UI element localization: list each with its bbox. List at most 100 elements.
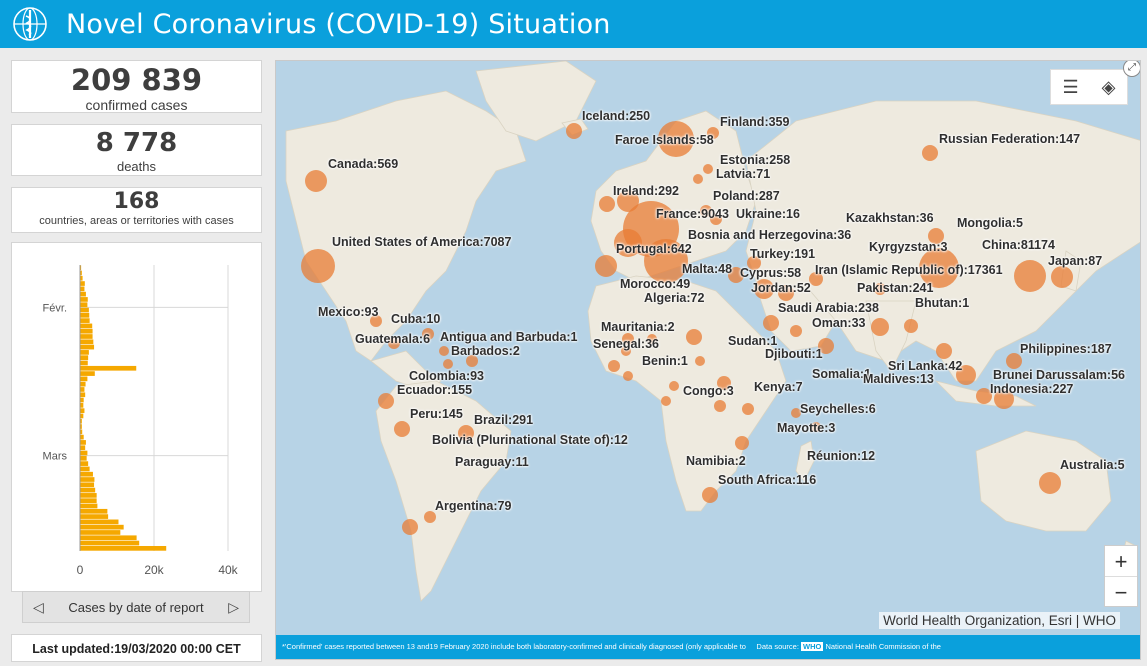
- chart-bar[interactable]: [80, 429, 83, 435]
- chart-bar[interactable]: [80, 344, 95, 350]
- chart-bar[interactable]: [80, 498, 97, 504]
- case-bubble[interactable]: [818, 338, 834, 354]
- case-bubble[interactable]: [1039, 472, 1061, 494]
- chart-bar[interactable]: [80, 350, 89, 355]
- case-bubble[interactable]: [693, 174, 703, 184]
- case-bubble[interactable]: [305, 170, 327, 192]
- zoom-in-button[interactable]: +: [1105, 546, 1137, 577]
- chart-bar[interactable]: [80, 265, 82, 270]
- chart-bar[interactable]: [80, 297, 88, 302]
- case-bubble[interactable]: [661, 396, 671, 406]
- case-bubble[interactable]: [623, 371, 633, 381]
- chart-bar[interactable]: [80, 535, 137, 541]
- chart-bar[interactable]: [80, 408, 85, 413]
- chart-bar[interactable]: [80, 418, 82, 424]
- chart-bar[interactable]: [80, 339, 94, 345]
- chart-bar[interactable]: [80, 376, 88, 382]
- case-bubble[interactable]: [595, 255, 617, 277]
- chart-bar[interactable]: [80, 450, 88, 456]
- chart-bar[interactable]: [80, 546, 167, 551]
- case-bubble[interactable]: [936, 343, 952, 359]
- case-bubble[interactable]: [388, 337, 400, 349]
- case-bubble[interactable]: [644, 239, 688, 283]
- chart-bar[interactable]: [80, 530, 121, 535]
- chart-bar[interactable]: [80, 519, 119, 525]
- case-bubble[interactable]: [599, 196, 615, 212]
- case-bubble[interactable]: [791, 408, 801, 418]
- chart-bar[interactable]: [80, 275, 83, 281]
- chart-bar[interactable]: [80, 445, 86, 451]
- case-bubble[interactable]: [439, 346, 449, 356]
- chart-bar[interactable]: [80, 334, 93, 339]
- chart-bar[interactable]: [80, 291, 86, 297]
- chart-bar[interactable]: [80, 471, 93, 477]
- case-bubble[interactable]: [976, 388, 992, 404]
- case-bubble[interactable]: [658, 121, 694, 157]
- chart-bar[interactable]: [80, 466, 90, 472]
- case-bubble[interactable]: [717, 376, 731, 390]
- chart-bar[interactable]: [80, 307, 89, 313]
- case-bubble[interactable]: [710, 213, 722, 225]
- chart-bar[interactable]: [80, 281, 85, 286]
- chart-bar[interactable]: [80, 461, 89, 466]
- case-bubble[interactable]: [790, 325, 802, 337]
- chart-bar[interactable]: [80, 397, 84, 403]
- case-bubble[interactable]: [669, 381, 679, 391]
- case-bubble[interactable]: [647, 334, 657, 344]
- chart-bar[interactable]: [80, 455, 87, 461]
- chart-bar[interactable]: [80, 381, 86, 387]
- chart-bar[interactable]: [80, 440, 86, 445]
- chart-bar[interactable]: [80, 508, 108, 514]
- chart-bar[interactable]: [80, 424, 82, 429]
- case-bubble[interactable]: [703, 164, 713, 174]
- case-bubble[interactable]: [424, 511, 436, 523]
- case-bubble[interactable]: [956, 365, 976, 385]
- case-bubble[interactable]: [301, 249, 335, 283]
- legend-list-icon[interactable]: ☰: [1062, 76, 1079, 97]
- chart-bar[interactable]: [80, 387, 85, 392]
- case-bubble[interactable]: [742, 403, 754, 415]
- case-bubble[interactable]: [735, 436, 749, 450]
- chart-bar[interactable]: [80, 355, 89, 361]
- case-bubble[interactable]: [778, 285, 794, 301]
- case-bubble[interactable]: [1051, 266, 1073, 288]
- chart-bar[interactable]: [80, 514, 109, 519]
- chart-bar[interactable]: [80, 270, 82, 276]
- case-bubble[interactable]: [695, 356, 705, 366]
- case-bubble[interactable]: [904, 319, 918, 333]
- case-bubble[interactable]: [394, 421, 410, 437]
- case-bubble[interactable]: [809, 272, 823, 286]
- case-bubble[interactable]: [922, 145, 938, 161]
- case-bubble[interactable]: [994, 389, 1014, 409]
- chart-bar[interactable]: [80, 392, 86, 398]
- case-bubble[interactable]: [702, 487, 718, 503]
- case-bubble[interactable]: [919, 248, 959, 288]
- chart-bar[interactable]: [80, 477, 95, 482]
- chart-bar[interactable]: [80, 482, 95, 488]
- case-bubble[interactable]: [614, 229, 642, 257]
- case-bubble[interactable]: [378, 393, 394, 409]
- chart-bar[interactable]: [80, 323, 93, 329]
- case-bubble[interactable]: [443, 359, 453, 369]
- chart-bar[interactable]: [80, 312, 90, 318]
- layers-icon[interactable]: ◈: [1101, 76, 1116, 97]
- chevron-left-icon[interactable]: ◁: [33, 598, 44, 615]
- chart-bar[interactable]: [80, 302, 88, 308]
- chart-bar[interactable]: [80, 493, 97, 498]
- case-bubble[interactable]: [466, 355, 478, 367]
- case-bubble[interactable]: [714, 400, 726, 412]
- case-bubble[interactable]: [700, 205, 712, 217]
- case-bubble[interactable]: [871, 318, 889, 336]
- case-bubble[interactable]: [608, 360, 620, 372]
- case-bubble[interactable]: [622, 333, 634, 345]
- chart-bar[interactable]: [80, 318, 90, 323]
- case-bubble[interactable]: [566, 123, 582, 139]
- chart-bar[interactable]: [80, 403, 84, 408]
- case-bubble[interactable]: [370, 315, 382, 327]
- zoom-out-button[interactable]: −: [1114, 580, 1128, 605]
- case-bubble[interactable]: [747, 256, 761, 270]
- chart-bar[interactable]: [80, 413, 84, 419]
- case-bubble[interactable]: [928, 228, 944, 244]
- chart-bar[interactable]: [80, 434, 84, 440]
- chart-bar[interactable]: [80, 524, 124, 530]
